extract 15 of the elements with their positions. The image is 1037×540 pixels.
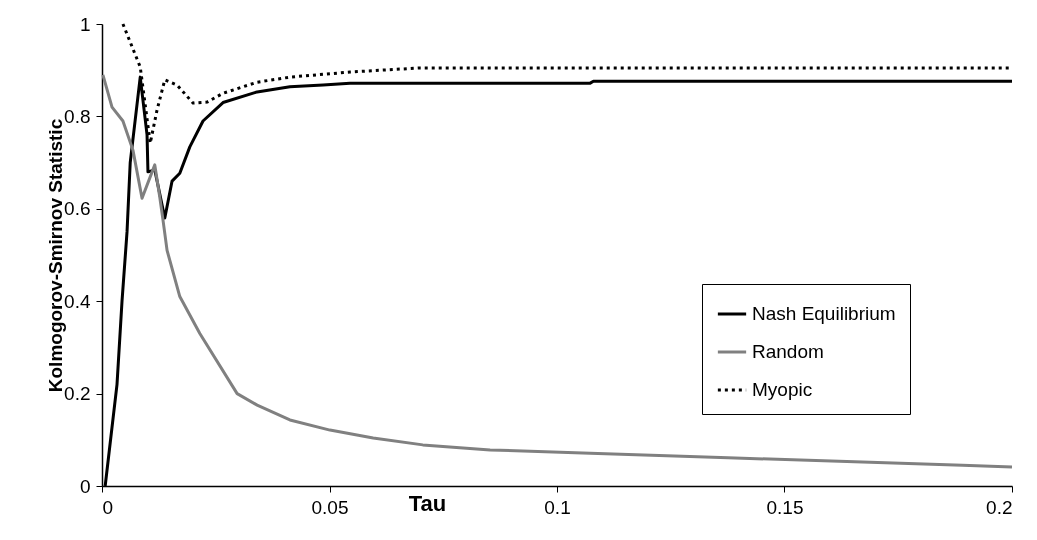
y-tick-label: 0 <box>79 475 91 497</box>
y-tick-label: 0.4 <box>64 290 91 312</box>
x-tick-label: 0.2 <box>986 496 1013 518</box>
x-tick-label: 0 <box>102 496 114 518</box>
y-tick-label: 1 <box>79 13 91 35</box>
y-tick-label: 0.2 <box>64 383 91 405</box>
legend-label: Random <box>752 341 824 362</box>
legend-label: Nash Equilibrium <box>752 303 896 324</box>
legend-label: Myopic <box>752 379 813 400</box>
y-tick-label: 0.8 <box>64 105 91 127</box>
x-tick-label: 0.15 <box>766 496 804 518</box>
x-tick-label: 0.05 <box>311 496 349 518</box>
x-axis-title: Tau <box>408 490 447 516</box>
y-tick-label: 0.6 <box>64 198 91 220</box>
x-tick-label: 0.1 <box>544 496 571 518</box>
